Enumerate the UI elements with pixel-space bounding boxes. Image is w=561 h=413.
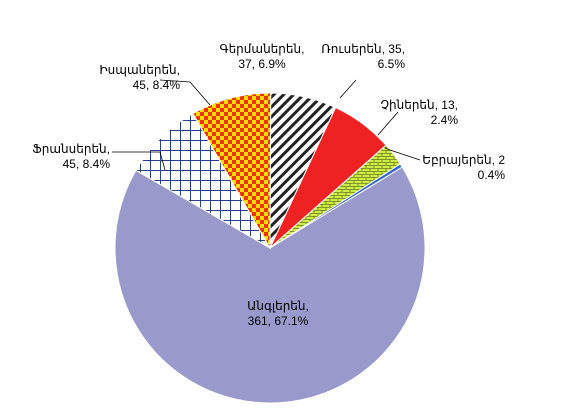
slice-label-russian-value: 6.5% [377,57,405,71]
slice-label-spanish-value: 45, 8.4% [132,78,180,92]
slice-label-hebrew-name: Եբրայերեն, 2 [422,153,505,167]
slice-label-german-value: 37, 6.9% [238,57,286,71]
slice-label-chinese-value: 2.4% [430,113,458,127]
pie-slice-english [114,166,426,404]
slice-label-english-value: 361, 67.1% [247,314,309,328]
slice-label-hebrew: Եբրայերեն, 2 0.4% [405,153,505,183]
slice-label-hebrew-value: 0.4% [477,168,505,182]
leader-line-french [112,151,166,171]
slice-label-spanish-name: Իսպաներեն, [99,63,180,77]
slice-label-german-name: Գերմաներեն, [219,42,305,56]
slice-label-chinese-name: Չիներեն, 13, [380,98,458,112]
slice-label-english: Անգլերեն, 361, 67.1% [228,299,328,329]
slice-label-german: Գերմաներեն, 37, 6.9% [212,42,312,72]
pie-slice-hebrew [269,163,403,249]
slice-label-spanish: Իսպաներեն, 45, 8.4% [70,63,180,93]
slice-label-russian-name: Ռուսերեն, 35, [321,42,405,56]
leader-line-hebrew [384,147,421,161]
leader-line-spanish [159,79,211,106]
leader-line-chinese [377,111,399,136]
slice-label-french-value: 45, 8.4% [62,157,110,171]
slice-label-french: Ֆրանսերեն, 45, 8.4% [20,142,110,172]
slice-label-french-name: Ֆրանսերեն, [32,142,110,156]
slice-label-russian: Ռուսերեն, 35, 6.5% [305,42,405,72]
leader-line-russian [339,79,357,99]
slice-label-chinese: Չիներեն, 13, 2.4% [368,98,458,128]
slice-label-english-name: Անգլերեն, [247,299,309,313]
